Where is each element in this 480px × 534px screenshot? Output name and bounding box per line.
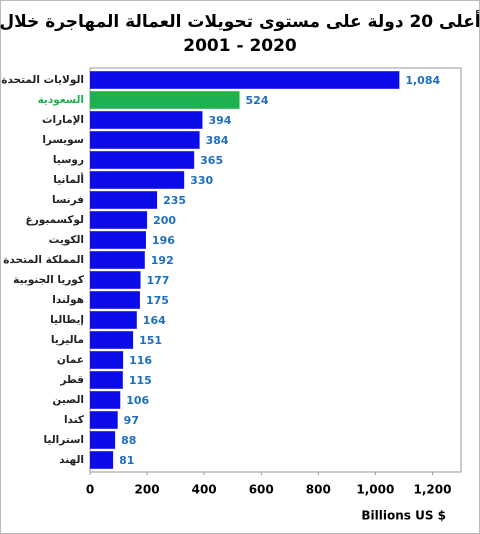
x-tick-label: 800 xyxy=(306,483,331,497)
value-label: 175 xyxy=(146,294,169,307)
bar xyxy=(90,351,124,369)
value-label: 200 xyxy=(153,214,176,227)
y-tick-label: الكويت xyxy=(49,234,84,246)
value-label: 115 xyxy=(129,374,152,387)
value-label: 81 xyxy=(119,454,134,467)
bar xyxy=(90,331,134,349)
value-label: 177 xyxy=(147,274,170,287)
x-tick-label: 400 xyxy=(192,483,217,497)
bar xyxy=(90,131,200,149)
x-tick-label: 200 xyxy=(135,483,160,497)
value-label: 524 xyxy=(246,94,269,107)
bar xyxy=(90,111,203,129)
y-tick-label: قطر xyxy=(59,374,84,386)
value-label: 365 xyxy=(200,154,223,167)
y-tick-label: سويسرا xyxy=(42,134,84,146)
bar xyxy=(90,271,141,289)
value-label: 196 xyxy=(152,234,175,247)
y-tick-label: كندا xyxy=(64,414,85,426)
y-tick-label: الصين xyxy=(52,394,84,406)
y-tick-label: روسيا xyxy=(53,154,84,166)
y-tick-label: الإمارات xyxy=(42,114,84,126)
y-tick-label: كوريا الجنوبية xyxy=(13,274,85,286)
value-label: 235 xyxy=(163,194,186,207)
bar xyxy=(90,71,400,89)
x-axis-label: Billions US $ xyxy=(361,509,446,523)
y-tick-label: الولايات المتحدة xyxy=(1,74,84,86)
x-tick-label: 1,200 xyxy=(413,483,451,497)
value-label: 88 xyxy=(121,434,136,447)
y-tick-label: إيطاليا xyxy=(50,314,84,326)
x-tick-label: 0 xyxy=(86,483,94,497)
value-label: 330 xyxy=(190,174,213,187)
bar xyxy=(90,371,123,389)
bar xyxy=(90,191,158,209)
bar xyxy=(90,451,114,469)
y-tick-label: هولندا xyxy=(52,294,84,306)
value-label: 151 xyxy=(139,334,162,347)
y-tick-label: استراليا xyxy=(43,434,84,446)
bar xyxy=(90,411,118,429)
y-tick-label: ماليزيا xyxy=(51,334,84,346)
y-tick-label: ألمانيا xyxy=(53,172,84,186)
y-tick-label: عمان xyxy=(57,354,84,366)
y-tick-label: فرنسا xyxy=(52,194,84,206)
value-label: 97 xyxy=(124,414,139,427)
bar xyxy=(90,231,146,249)
y-tick-label: لوكسمبورغ xyxy=(26,214,84,226)
value-label: 192 xyxy=(151,254,174,267)
value-label: 164 xyxy=(143,314,166,327)
value-label: 394 xyxy=(208,114,231,127)
y-tick-label: السعودية xyxy=(38,94,84,106)
bar xyxy=(90,391,121,409)
y-tick-label: الهند xyxy=(59,454,84,466)
value-label: 106 xyxy=(126,394,149,407)
x-tick-label: 600 xyxy=(249,483,274,497)
chart-title: أعلى 20 دولة على مستوى تحويلات العمالة ا… xyxy=(0,10,480,32)
chart-title: 2001 - 2020 xyxy=(183,36,297,56)
bar xyxy=(90,91,240,109)
bar xyxy=(90,291,140,309)
y-tick-label: المملكة المتحدة xyxy=(3,254,84,266)
value-label: 1,084 xyxy=(405,74,440,87)
bar xyxy=(90,311,137,329)
bar xyxy=(90,211,148,229)
bar xyxy=(90,171,185,189)
bar xyxy=(90,251,145,269)
value-label: 384 xyxy=(206,134,229,147)
value-label: 116 xyxy=(129,354,152,367)
plot-area xyxy=(89,67,462,473)
x-tick-label: 1,000 xyxy=(356,483,394,497)
bar xyxy=(90,151,195,169)
bar xyxy=(90,431,116,449)
